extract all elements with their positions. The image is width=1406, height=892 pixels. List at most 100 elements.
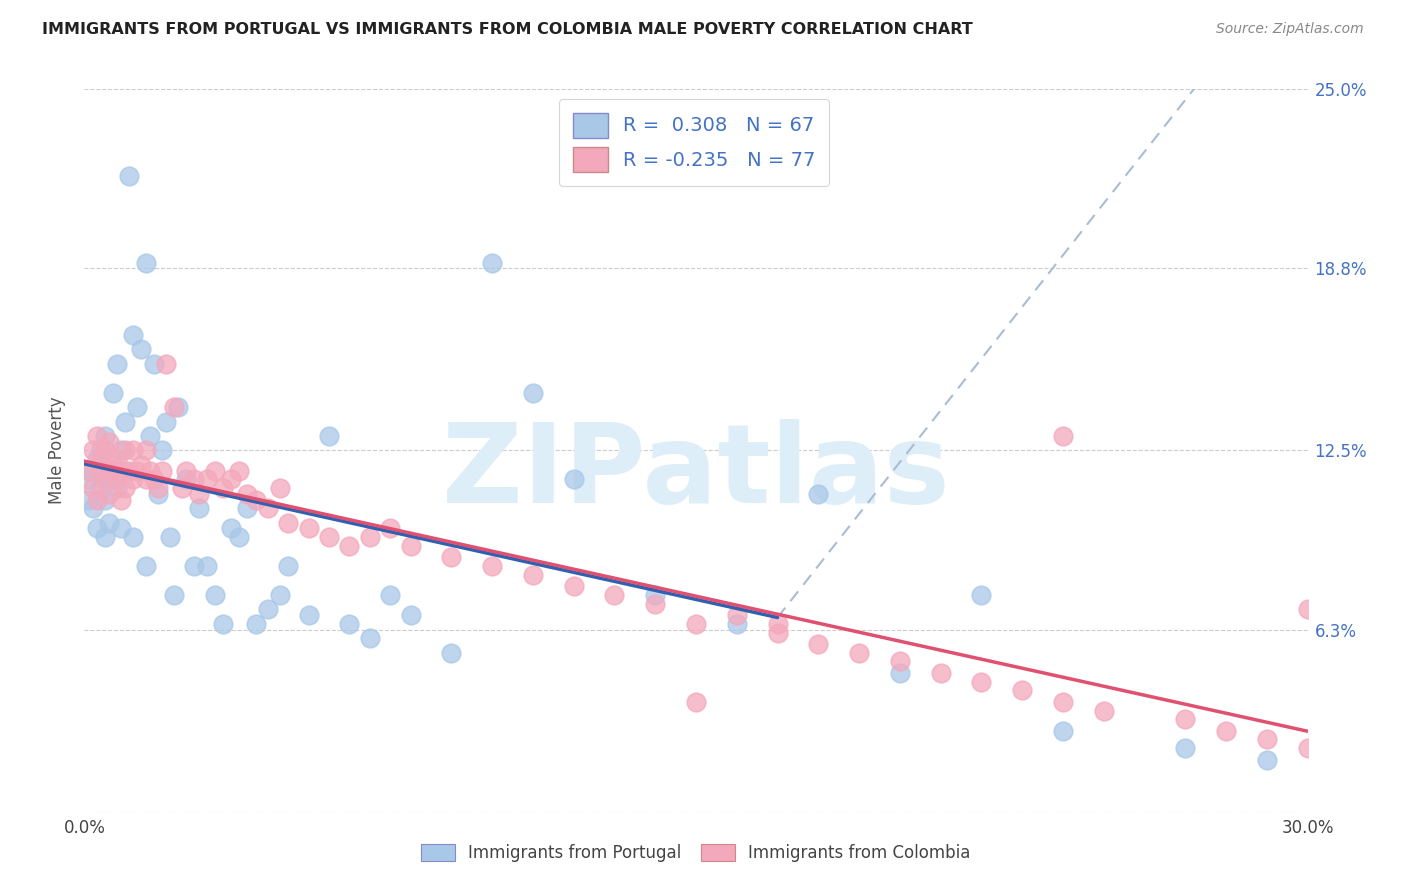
Point xyxy=(440,550,463,565)
Point xyxy=(174,472,197,486)
Point xyxy=(236,501,259,516)
Legend: Immigrants from Portugal, Immigrants from Colombia: Immigrants from Portugal, Immigrants fro… xyxy=(415,837,977,869)
Point xyxy=(146,487,169,501)
Point xyxy=(257,501,280,516)
Point xyxy=(163,400,186,414)
Point xyxy=(97,487,120,501)
Point xyxy=(77,492,100,507)
Point xyxy=(204,588,226,602)
Point xyxy=(1174,712,1197,726)
Point xyxy=(889,655,911,669)
Point xyxy=(399,539,422,553)
Point xyxy=(110,443,132,458)
Point xyxy=(195,559,218,574)
Point xyxy=(82,481,104,495)
Point xyxy=(131,343,153,357)
Point xyxy=(122,327,145,342)
Point xyxy=(318,530,340,544)
Point xyxy=(187,501,209,516)
Point xyxy=(114,464,136,478)
Point xyxy=(105,481,128,495)
Point xyxy=(228,530,250,544)
Point xyxy=(131,458,153,472)
Point xyxy=(212,481,235,495)
Point xyxy=(1174,741,1197,756)
Point xyxy=(219,521,242,535)
Point xyxy=(399,608,422,623)
Point xyxy=(163,588,186,602)
Point xyxy=(90,481,112,495)
Point xyxy=(97,516,120,530)
Point xyxy=(101,464,124,478)
Point xyxy=(97,434,120,449)
Point xyxy=(380,588,402,602)
Point xyxy=(318,429,340,443)
Point xyxy=(122,443,145,458)
Point xyxy=(1215,723,1237,738)
Point xyxy=(114,415,136,429)
Text: ZIPatlas: ZIPatlas xyxy=(441,418,950,525)
Point xyxy=(127,400,149,414)
Point xyxy=(187,487,209,501)
Point xyxy=(183,559,205,574)
Point xyxy=(86,492,108,507)
Point xyxy=(101,385,124,400)
Point xyxy=(204,464,226,478)
Point xyxy=(195,472,218,486)
Point xyxy=(685,616,707,631)
Point xyxy=(644,597,666,611)
Point xyxy=(298,608,321,623)
Point xyxy=(90,443,112,458)
Point xyxy=(1052,429,1074,443)
Point xyxy=(807,487,830,501)
Point xyxy=(257,602,280,616)
Point xyxy=(138,429,160,443)
Point xyxy=(219,472,242,486)
Point xyxy=(725,616,748,631)
Point xyxy=(77,472,100,486)
Point xyxy=(105,452,128,467)
Point xyxy=(122,530,145,544)
Point xyxy=(150,464,173,478)
Point xyxy=(807,637,830,651)
Point xyxy=(82,443,104,458)
Point xyxy=(562,579,585,593)
Point xyxy=(82,464,104,478)
Point xyxy=(82,501,104,516)
Point xyxy=(970,588,993,602)
Point xyxy=(269,588,291,602)
Point xyxy=(86,521,108,535)
Point xyxy=(1011,683,1033,698)
Point xyxy=(135,472,157,486)
Point xyxy=(562,472,585,486)
Point xyxy=(97,472,120,486)
Point xyxy=(135,255,157,269)
Point xyxy=(889,665,911,680)
Point xyxy=(481,255,503,269)
Point xyxy=(269,481,291,495)
Point xyxy=(725,608,748,623)
Text: Source: ZipAtlas.com: Source: ZipAtlas.com xyxy=(1216,22,1364,37)
Point xyxy=(766,616,789,631)
Point xyxy=(93,472,115,486)
Point xyxy=(970,674,993,689)
Point xyxy=(110,521,132,535)
Point xyxy=(522,385,544,400)
Point xyxy=(359,530,381,544)
Point xyxy=(644,588,666,602)
Point xyxy=(86,429,108,443)
Point xyxy=(236,487,259,501)
Point xyxy=(114,443,136,458)
Point xyxy=(118,169,141,183)
Point xyxy=(105,357,128,371)
Point xyxy=(603,588,626,602)
Point xyxy=(481,559,503,574)
Point xyxy=(135,559,157,574)
Point xyxy=(339,616,361,631)
Point xyxy=(101,458,124,472)
Point xyxy=(359,632,381,646)
Point xyxy=(440,646,463,660)
Point xyxy=(77,464,100,478)
Point xyxy=(127,464,149,478)
Point xyxy=(1092,704,1115,718)
